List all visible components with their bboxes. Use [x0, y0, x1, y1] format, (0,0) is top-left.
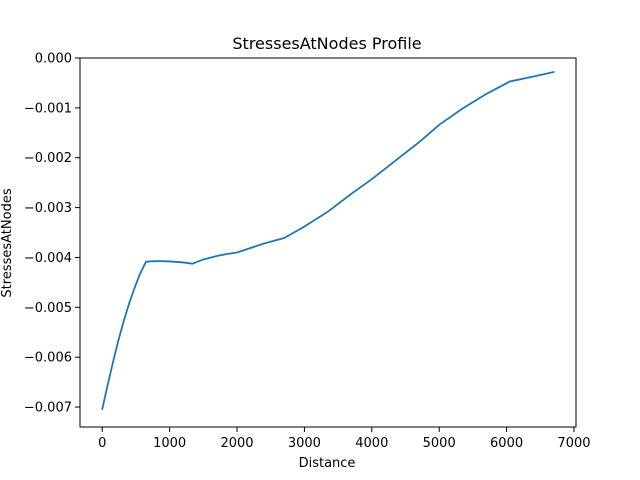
x-tick-label: 4000	[355, 436, 388, 451]
x-axis: 0 1000 2000 3000 4000 5000 6000 7000	[98, 427, 591, 451]
x-tick-label: 2000	[220, 436, 253, 451]
x-axis-label: Distance	[299, 456, 356, 471]
x-tick-label: 5000	[423, 436, 456, 451]
series-line	[101, 71, 555, 410]
plot-frame	[79, 57, 577, 428]
plot-area: 0 1000 2000 3000 4000 5000 6000 7000 0.000 −0.00…	[24, 52, 591, 452]
y-axis: 0.000 −0.001 −0.002 −0.003 −0.004 −0.005 −0.00…	[24, 52, 80, 416]
x-tick-label: 6000	[490, 436, 523, 451]
series-group	[101, 71, 555, 410]
chart-title: StressesAtNodes Profile	[232, 34, 421, 53]
y-tick-label: −0.003	[24, 201, 72, 216]
y-tick-label: −0.007	[24, 401, 72, 416]
x-tick-label: 7000	[557, 436, 590, 451]
y-tick-label: 0.000	[35, 52, 72, 67]
y-tick-label: −0.005	[24, 301, 72, 316]
y-tick-label: −0.004	[24, 251, 72, 266]
x-tick-label: 0	[98, 436, 106, 451]
y-axis-label: StressesAtNodes	[0, 188, 15, 297]
y-tick-label: −0.002	[24, 151, 72, 166]
y-tick-label: −0.006	[24, 351, 72, 366]
y-tick-label: −0.001	[24, 101, 72, 116]
x-tick-label: 1000	[153, 436, 186, 451]
x-tick-label: 3000	[288, 436, 321, 451]
